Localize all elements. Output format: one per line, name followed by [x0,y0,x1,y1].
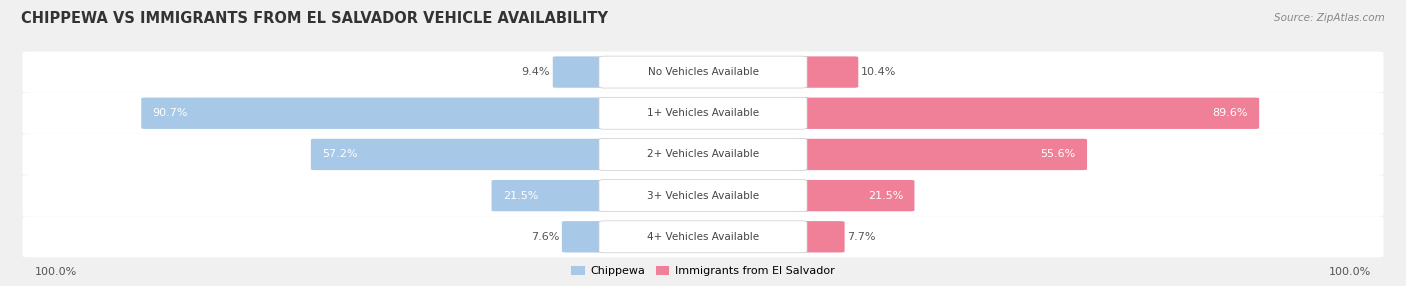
Text: 100.0%: 100.0% [1329,267,1372,277]
FancyBboxPatch shape [599,138,807,170]
Text: 4+ Vehicles Available: 4+ Vehicles Available [647,232,759,242]
FancyBboxPatch shape [141,98,609,129]
Text: 90.7%: 90.7% [152,108,188,118]
FancyBboxPatch shape [599,56,807,88]
Text: CHIPPEWA VS IMMIGRANTS FROM EL SALVADOR VEHICLE AVAILABILITY: CHIPPEWA VS IMMIGRANTS FROM EL SALVADOR … [21,11,607,25]
Text: 57.2%: 57.2% [322,150,357,159]
Legend: Chippewa, Immigrants from El Salvador: Chippewa, Immigrants from El Salvador [567,261,839,281]
Text: 21.5%: 21.5% [503,191,538,200]
FancyBboxPatch shape [797,98,1260,129]
FancyBboxPatch shape [599,221,807,253]
FancyBboxPatch shape [553,56,609,88]
FancyBboxPatch shape [797,139,1087,170]
FancyBboxPatch shape [22,216,1384,257]
FancyBboxPatch shape [22,51,1384,93]
Text: No Vehicles Available: No Vehicles Available [648,67,758,77]
Text: 3+ Vehicles Available: 3+ Vehicles Available [647,191,759,200]
Text: 21.5%: 21.5% [868,191,903,200]
FancyBboxPatch shape [492,180,609,211]
FancyBboxPatch shape [797,221,845,253]
Text: Source: ZipAtlas.com: Source: ZipAtlas.com [1274,13,1385,23]
Text: 2+ Vehicles Available: 2+ Vehicles Available [647,150,759,159]
Text: 89.6%: 89.6% [1212,108,1249,118]
Text: 9.4%: 9.4% [522,67,550,77]
Text: 7.7%: 7.7% [848,232,876,242]
FancyBboxPatch shape [797,180,914,211]
FancyBboxPatch shape [22,93,1384,134]
Text: 100.0%: 100.0% [35,267,77,277]
FancyBboxPatch shape [311,139,609,170]
FancyBboxPatch shape [22,175,1384,216]
Text: 10.4%: 10.4% [860,67,897,77]
FancyBboxPatch shape [599,97,807,129]
Text: 55.6%: 55.6% [1040,150,1076,159]
Text: 1+ Vehicles Available: 1+ Vehicles Available [647,108,759,118]
Text: 7.6%: 7.6% [530,232,560,242]
FancyBboxPatch shape [599,180,807,212]
FancyBboxPatch shape [22,134,1384,175]
FancyBboxPatch shape [562,221,609,253]
FancyBboxPatch shape [797,56,858,88]
